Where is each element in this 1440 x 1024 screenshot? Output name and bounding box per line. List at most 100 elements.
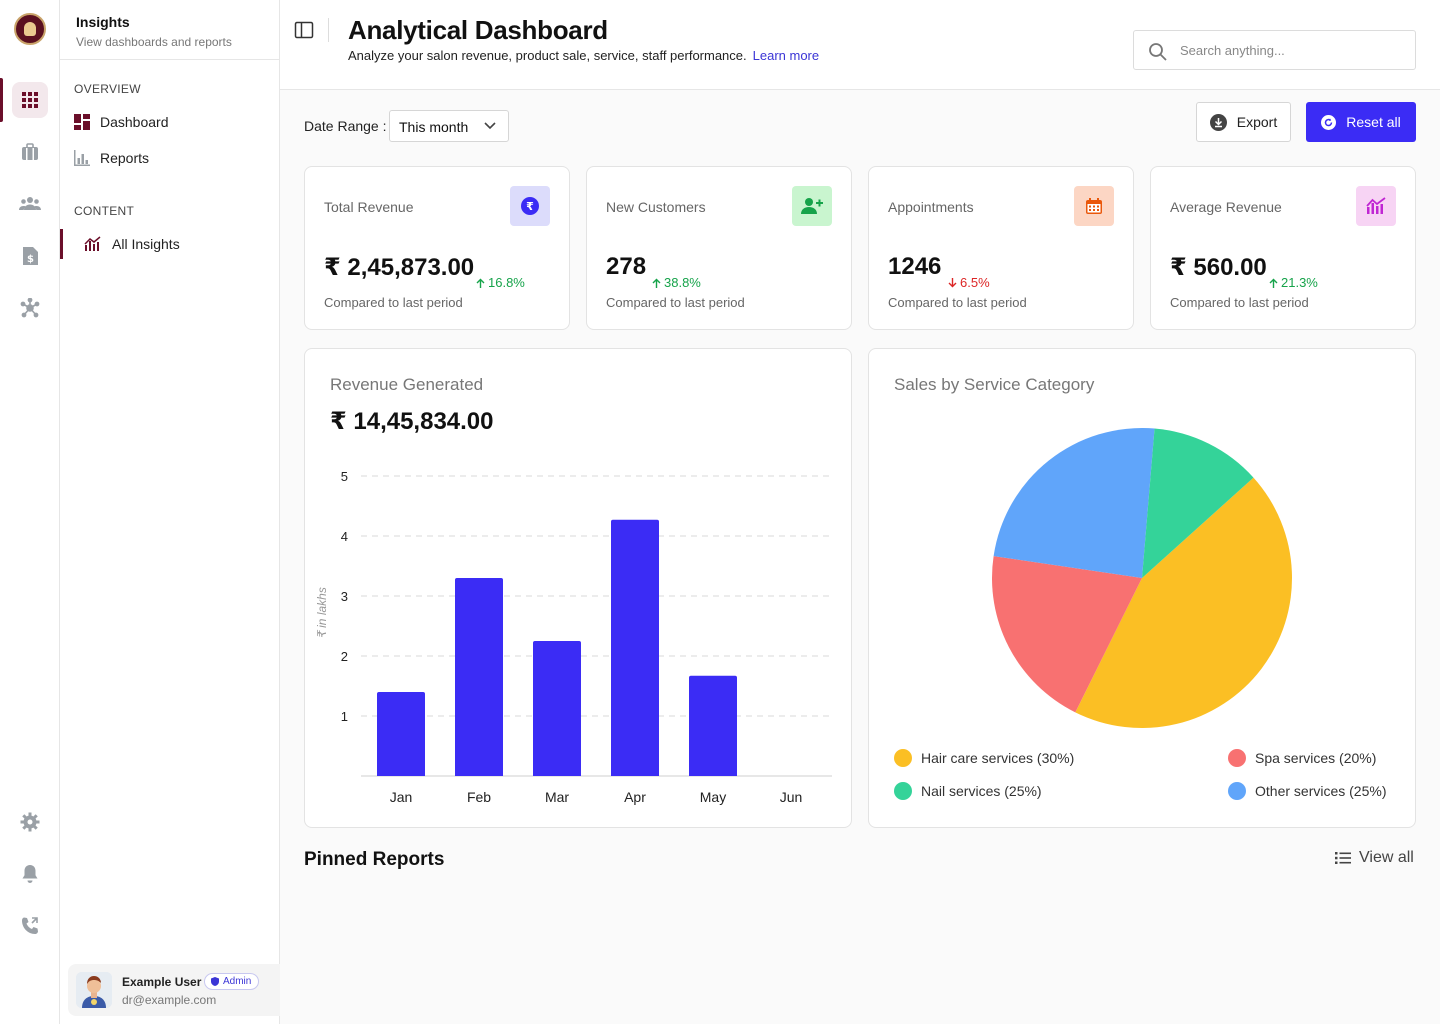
kpi-card-total-revenue: Total Revenue ₹ ₹ 2,45,873.00 16.8% Comp… — [304, 166, 570, 330]
bar — [455, 578, 503, 776]
learn-more-link[interactable]: Learn more — [752, 48, 820, 63]
export-button[interactable]: Export — [1196, 102, 1291, 142]
insights-icon — [84, 236, 101, 251]
pinned-reports-title: Pinned Reports — [304, 849, 445, 870]
kpi-card-appointments: Appointments 1246 6.5% Compared to last … — [868, 166, 1134, 330]
reset-icon — [1321, 114, 1337, 130]
date-range-label: Date Range : — [304, 118, 387, 134]
kpi-card-average-revenue: Average Revenue ₹ 560.00 21.3% Compared … — [1150, 166, 1416, 330]
kpi-delta: 6.5% — [948, 275, 990, 290]
kpi-label: Total Revenue — [324, 199, 414, 215]
sales-chart-card: Sales by Service Category Hair care serv… — [868, 348, 1416, 828]
revenue-card-title: Revenue Generated — [330, 375, 484, 394]
rupee-icon: ₹ — [510, 186, 550, 226]
kpi-label: Average Revenue — [1170, 199, 1282, 215]
date-range-select[interactable]: This month — [389, 110, 509, 142]
nav-item-all-insights[interactable]: All Insights — [84, 232, 180, 256]
kpi-note: Compared to last period — [888, 295, 1027, 310]
y-tick-label: 1 — [341, 709, 348, 724]
pie-slice — [992, 556, 1142, 713]
sidebar-toggle-icon[interactable] — [294, 20, 314, 40]
avatar — [76, 972, 112, 1008]
rail-services-button[interactable] — [12, 134, 48, 170]
arrow-down-icon — [948, 277, 957, 287]
rail-dashboard-button[interactable] — [12, 82, 48, 118]
brand-logo[interactable] — [14, 13, 46, 45]
nav-item-reports[interactable]: Reports — [74, 146, 149, 170]
nav-section-content: CONTENT — [74, 204, 135, 218]
y-axis-label: ₹ in lakhs — [315, 587, 329, 639]
svg-text:$: $ — [27, 254, 34, 265]
kpi-label: Appointments — [888, 199, 974, 215]
pie-slice — [1075, 477, 1292, 728]
secondary-nav: Insights View dashboards and reports OVE… — [60, 0, 332, 1024]
bar — [377, 692, 425, 776]
view-all-link[interactable]: View all — [1335, 849, 1414, 867]
icon-rail: $ — [0, 0, 60, 1024]
legend-label: Nail services (25%) — [921, 783, 1042, 799]
kpi-delta: 16.8% — [476, 275, 525, 290]
revenue-chart-card: Revenue Generated ₹ 14,45,834.00 1 2 3 4 5 ₹ … — [304, 348, 852, 828]
legend-label: Spa services (20%) — [1255, 750, 1377, 766]
pie-slice — [993, 428, 1155, 578]
invoice-icon: $ — [23, 247, 38, 265]
kpi-delta-value: 6.5% — [960, 275, 990, 290]
legend-item: Hair care services (30%) — [894, 749, 1074, 767]
revenue-total: ₹ 14,45,834.00 — [330, 408, 494, 435]
users-icon — [19, 197, 41, 210]
search-box[interactable] — [1133, 30, 1416, 70]
arrow-up-icon — [652, 278, 661, 288]
kpi-label: New Customers — [606, 199, 706, 215]
kpi-delta-value: 16.8% — [488, 275, 525, 290]
shield-icon — [211, 977, 219, 986]
sales-card-title: Sales by Service Category — [894, 375, 1095, 394]
main-content: Analytical Dashboard Analyze your salon … — [280, 0, 1440, 1024]
kpi-card-new-customers: New Customers 278 38.8% Compared to last… — [586, 166, 852, 330]
header-divider — [328, 18, 329, 42]
chart-trend-icon — [1356, 186, 1396, 226]
reset-all-button[interactable]: Reset all — [1306, 102, 1416, 142]
briefcase-icon — [22, 143, 38, 160]
bar — [533, 641, 581, 776]
bar-chart-icon — [74, 150, 90, 166]
nav-item-label: All Insights — [112, 236, 180, 252]
dashboard-icon — [74, 114, 90, 130]
rail-billing-button[interactable]: $ — [12, 238, 48, 274]
rail-active-indicator — [0, 78, 3, 122]
kpi-note: Compared to last period — [606, 295, 745, 310]
rail-integrations-button[interactable] — [12, 290, 48, 326]
kpi-value: 1246 — [888, 253, 942, 280]
nav-active-indicator — [60, 229, 63, 259]
kpi-value: ₹ 2,45,873.00 — [324, 254, 475, 281]
rail-notifications-button[interactable] — [12, 856, 48, 892]
pie-slice — [1142, 428, 1254, 578]
chevron-down-icon — [484, 122, 496, 130]
rail-customers-button[interactable] — [12, 186, 48, 222]
list-icon — [1335, 852, 1351, 864]
x-tick-label: Feb — [467, 789, 491, 805]
rail-support-button[interactable] — [12, 908, 48, 944]
nav-item-dashboard[interactable]: Dashboard — [74, 110, 169, 134]
legend-item: Nail services (25%) — [894, 782, 1042, 800]
kpi-delta-value: 21.3% — [1281, 275, 1318, 290]
export-button-label: Export — [1236, 114, 1278, 130]
x-tick-label: May — [700, 789, 726, 805]
bar — [611, 519, 659, 776]
x-tick-label: Mar — [545, 789, 569, 805]
rail-settings-button[interactable] — [12, 804, 48, 840]
role-badge-label: Admin — [223, 976, 252, 987]
kpi-note: Compared to last period — [324, 295, 463, 310]
legend-label: Hair care services (30%) — [921, 750, 1075, 766]
page-subtitle-text: Analyze your salon revenue, product sale… — [348, 48, 747, 63]
legend-swatch — [894, 782, 912, 800]
nav-header: Insights View dashboards and reports — [60, 0, 279, 60]
search-input[interactable] — [1180, 39, 1400, 61]
x-tick-label: Jun — [780, 789, 803, 805]
legend-item: Spa services (20%) — [1228, 749, 1376, 767]
role-badge: Admin — [204, 973, 260, 990]
add-user-icon — [792, 186, 832, 226]
user-email: dr@example.com — [122, 993, 217, 1007]
y-tick-label: 3 — [341, 589, 348, 604]
kpi-delta: 21.3% — [1269, 275, 1318, 290]
kpi-value: ₹ 560.00 — [1170, 254, 1267, 281]
